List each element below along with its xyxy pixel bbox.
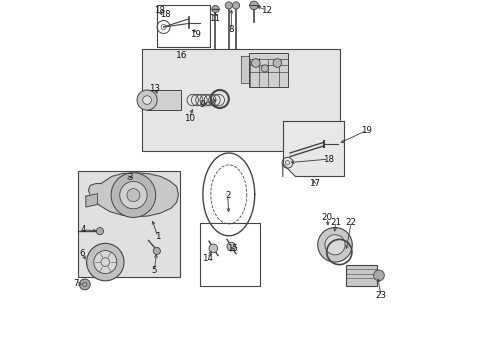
Text: 5: 5 xyxy=(151,266,157,275)
Circle shape xyxy=(143,96,151,104)
Text: 23: 23 xyxy=(375,291,387,300)
Circle shape xyxy=(250,1,258,10)
Circle shape xyxy=(153,247,160,255)
Bar xyxy=(143,49,340,151)
Circle shape xyxy=(120,181,147,209)
Text: 13: 13 xyxy=(149,84,161,93)
Text: 9: 9 xyxy=(199,100,204,109)
Text: 12: 12 xyxy=(261,5,272,14)
Circle shape xyxy=(127,189,140,202)
Bar xyxy=(157,5,210,47)
Text: 8: 8 xyxy=(228,25,234,34)
Circle shape xyxy=(225,2,232,9)
Text: 1: 1 xyxy=(155,233,161,242)
Text: 17: 17 xyxy=(309,179,319,188)
Bar xyxy=(147,90,181,110)
Text: 18: 18 xyxy=(323,155,334,163)
Text: 2: 2 xyxy=(225,191,230,199)
Text: 6: 6 xyxy=(79,249,85,258)
Text: 19: 19 xyxy=(361,126,372,135)
Text: 22: 22 xyxy=(346,218,357,227)
Circle shape xyxy=(212,5,219,13)
Bar xyxy=(77,171,180,277)
Circle shape xyxy=(94,251,117,274)
Circle shape xyxy=(111,173,156,217)
Circle shape xyxy=(227,242,236,251)
Bar xyxy=(346,265,377,286)
Text: 18: 18 xyxy=(154,5,165,14)
Polygon shape xyxy=(242,56,248,83)
Polygon shape xyxy=(88,173,178,217)
Circle shape xyxy=(97,228,103,235)
Circle shape xyxy=(251,59,260,67)
Text: 10: 10 xyxy=(184,113,195,122)
Text: 19: 19 xyxy=(190,30,201,39)
Circle shape xyxy=(261,65,269,72)
Circle shape xyxy=(209,244,218,253)
Bar xyxy=(200,223,261,286)
Circle shape xyxy=(373,270,384,281)
Circle shape xyxy=(325,235,345,255)
Circle shape xyxy=(318,228,352,262)
Text: 14: 14 xyxy=(202,254,213,263)
Circle shape xyxy=(232,2,240,9)
Text: 18: 18 xyxy=(160,10,171,19)
Circle shape xyxy=(137,90,157,110)
Text: 11: 11 xyxy=(209,14,220,23)
Text: 7: 7 xyxy=(74,279,79,288)
Circle shape xyxy=(87,243,124,281)
Text: 15: 15 xyxy=(227,244,238,253)
Polygon shape xyxy=(283,164,295,176)
Text: 21: 21 xyxy=(330,218,341,227)
Circle shape xyxy=(273,59,282,67)
Bar xyxy=(248,53,288,87)
Text: 20: 20 xyxy=(321,213,333,222)
Polygon shape xyxy=(283,121,344,176)
Circle shape xyxy=(79,279,90,290)
Polygon shape xyxy=(86,194,98,207)
Text: 4: 4 xyxy=(81,225,86,234)
Text: 3: 3 xyxy=(128,173,133,181)
Text: 16: 16 xyxy=(176,51,188,60)
